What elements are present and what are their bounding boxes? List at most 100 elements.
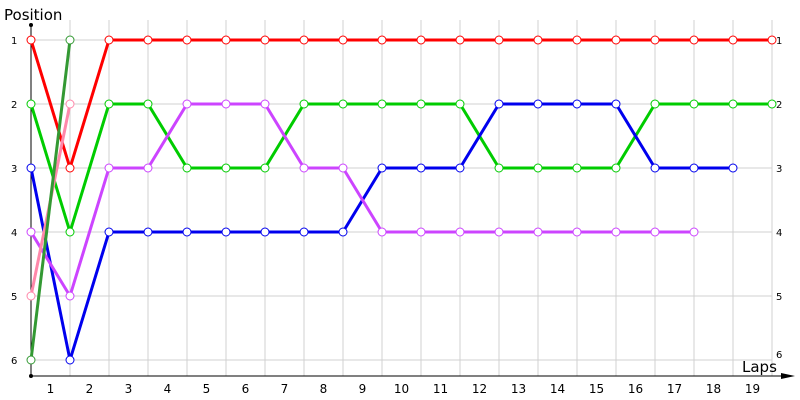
x-tick-label: 5 bbox=[203, 382, 211, 396]
x-axis-origin-dot bbox=[29, 374, 33, 378]
data-point bbox=[260, 35, 270, 45]
x-tick-label: 2 bbox=[86, 382, 94, 396]
series-path bbox=[29, 38, 772, 170]
data-point bbox=[650, 163, 660, 173]
data-point bbox=[455, 35, 465, 45]
data-point bbox=[377, 163, 387, 173]
data-point bbox=[377, 227, 387, 237]
series-line bbox=[26, 35, 75, 365]
series-line bbox=[26, 99, 699, 301]
data-point bbox=[611, 99, 621, 109]
data-point bbox=[26, 99, 36, 109]
series-line bbox=[26, 35, 777, 173]
data-point bbox=[494, 227, 504, 237]
data-point bbox=[299, 227, 309, 237]
data-point bbox=[143, 35, 153, 45]
data-point bbox=[65, 291, 75, 301]
data-point bbox=[416, 99, 426, 109]
data-point bbox=[494, 163, 504, 173]
data-point bbox=[221, 35, 231, 45]
data-point bbox=[455, 163, 465, 173]
y-tick-label-right: 3 bbox=[776, 164, 782, 175]
data-point bbox=[377, 99, 387, 109]
data-point bbox=[104, 227, 114, 237]
data-point bbox=[689, 163, 699, 173]
data-point bbox=[26, 291, 36, 301]
y-tick-label-left: 1 bbox=[11, 36, 17, 47]
x-tick-label: 19 bbox=[745, 382, 760, 396]
data-point bbox=[299, 99, 309, 109]
data-point bbox=[611, 35, 621, 45]
data-point bbox=[104, 35, 114, 45]
data-point bbox=[65, 355, 75, 365]
data-point bbox=[65, 227, 75, 237]
data-point bbox=[533, 227, 543, 237]
data-point bbox=[455, 227, 465, 237]
x-tick-label: 18 bbox=[706, 382, 721, 396]
data-point bbox=[689, 227, 699, 237]
x-tick-label: 16 bbox=[628, 382, 643, 396]
data-point bbox=[65, 99, 75, 109]
x-tick-label: 6 bbox=[242, 382, 250, 396]
data-point bbox=[338, 227, 348, 237]
x-axis-title: Laps bbox=[742, 358, 777, 376]
data-point bbox=[455, 99, 465, 109]
data-point bbox=[182, 163, 192, 173]
x-tick-label: 17 bbox=[667, 382, 682, 396]
y-tick-label-left: 5 bbox=[11, 292, 17, 303]
y-tick-label-right: 2 bbox=[776, 100, 782, 111]
data-point bbox=[767, 35, 777, 45]
data-point bbox=[260, 99, 270, 109]
y-tick-label-right: 5 bbox=[776, 292, 782, 303]
data-point bbox=[338, 163, 348, 173]
x-tick-label: 3 bbox=[125, 382, 133, 396]
data-point bbox=[611, 227, 621, 237]
data-point bbox=[182, 35, 192, 45]
y-axis-title: Position bbox=[4, 6, 62, 24]
data-point bbox=[377, 35, 387, 45]
series-line bbox=[26, 99, 777, 237]
series-path bbox=[29, 39, 72, 361]
data-point bbox=[104, 163, 114, 173]
series-line bbox=[26, 99, 738, 365]
y-tick-label-right: 4 bbox=[776, 228, 782, 239]
data-point bbox=[572, 227, 582, 237]
series-path bbox=[29, 102, 694, 298]
x-tick-label: 8 bbox=[320, 382, 328, 396]
grid bbox=[31, 20, 773, 376]
data-point bbox=[221, 227, 231, 237]
data-point bbox=[494, 35, 504, 45]
data-point bbox=[260, 227, 270, 237]
data-point bbox=[338, 35, 348, 45]
x-tick-label: 15 bbox=[589, 382, 604, 396]
data-point bbox=[143, 227, 153, 237]
data-point bbox=[299, 35, 309, 45]
data-point bbox=[26, 35, 36, 45]
y-tick-label-left: 3 bbox=[11, 164, 17, 175]
axes bbox=[29, 23, 795, 379]
data-point bbox=[26, 355, 36, 365]
data-point bbox=[572, 35, 582, 45]
data-point bbox=[26, 227, 36, 237]
data-point bbox=[182, 99, 192, 109]
x-tick-label: 11 bbox=[433, 382, 448, 396]
data-point bbox=[65, 35, 75, 45]
data-point bbox=[533, 99, 543, 109]
data-point bbox=[494, 99, 504, 109]
x-tick-label: 4 bbox=[164, 382, 172, 396]
data-point bbox=[650, 35, 660, 45]
x-tick-label: 7 bbox=[281, 382, 289, 396]
data-point bbox=[182, 227, 192, 237]
data-point bbox=[533, 163, 543, 173]
data-point bbox=[728, 163, 738, 173]
x-tick-label: 9 bbox=[359, 382, 367, 396]
data-point bbox=[767, 99, 777, 109]
data-point bbox=[143, 163, 153, 173]
series-group bbox=[26, 35, 777, 365]
x-tick-label: 14 bbox=[550, 382, 565, 396]
data-point bbox=[104, 99, 114, 109]
data-point bbox=[143, 99, 153, 109]
data-point bbox=[650, 99, 660, 109]
data-point bbox=[338, 99, 348, 109]
